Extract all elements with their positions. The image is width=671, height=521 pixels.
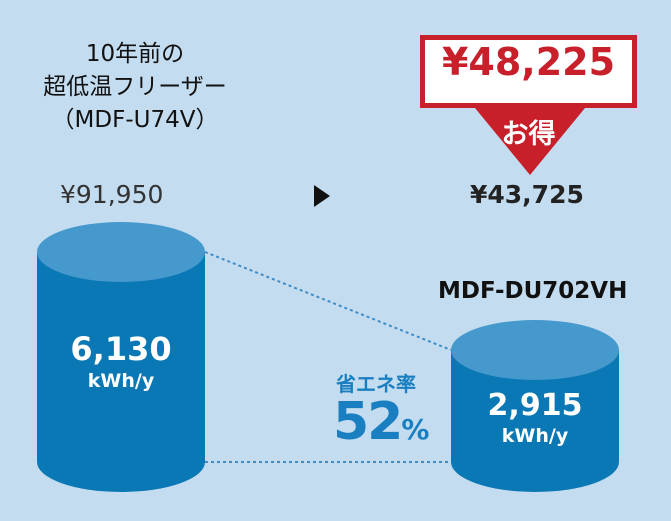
old-title-line2: 超低温フリーザー	[43, 74, 227, 100]
old-title-line3: （MDF-U74V）	[51, 107, 219, 133]
dotted-connector-top	[204, 251, 452, 351]
old-cylinder	[37, 222, 205, 492]
old-price: ¥91,950	[60, 180, 164, 209]
new-consumption-unit: kWh/y	[501, 425, 569, 447]
new-model-name: MDF-DU702VH	[438, 278, 628, 304]
savings-rate-label: 省エネ率	[336, 372, 416, 396]
savings-label: お得	[501, 119, 556, 150]
play-arrow-icon	[314, 185, 330, 207]
new-consumption-value: 2,915	[487, 388, 583, 423]
old-title-line1: 10年前の	[85, 41, 185, 67]
savings-amount: ¥48,225	[441, 40, 616, 84]
old-model-title: 10年前の 超低温フリーザー （MDF-U74V）	[0, 38, 270, 137]
savings-rate: 52%	[333, 392, 429, 452]
new-price: ¥43,725	[470, 180, 584, 209]
old-consumption-value: 6,130	[70, 330, 172, 368]
old-consumption-unit: kWh/y	[87, 370, 155, 392]
savings-rate-unit: %	[401, 413, 429, 446]
savings-badge	[420, 35, 637, 175]
savings-rate-value: 52	[333, 392, 403, 452]
new-cylinder	[451, 320, 619, 492]
